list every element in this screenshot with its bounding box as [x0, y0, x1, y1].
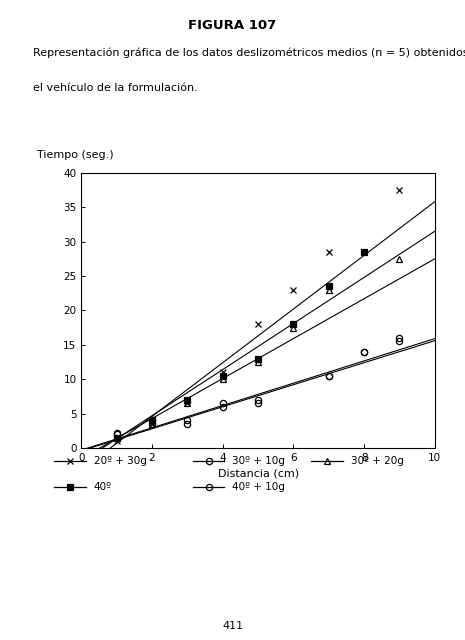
Text: Representación gráfica de los datos deslizométricos medios (n = 5) obtenidos en: Representación gráfica de los datos desl…: [33, 48, 465, 58]
Text: 40º: 40º: [94, 482, 112, 492]
Text: 40º + 10g: 40º + 10g: [232, 482, 285, 492]
Text: FIGURA 107: FIGURA 107: [188, 19, 277, 32]
X-axis label: Distancia (cm): Distancia (cm): [218, 468, 299, 479]
Text: el vehículo de la formulación.: el vehículo de la formulación.: [33, 83, 197, 93]
Text: Tiempo (seg.): Tiempo (seg.): [37, 150, 114, 161]
Text: 20º + 30g: 20º + 30g: [94, 456, 147, 466]
Text: 411: 411: [222, 621, 243, 630]
Text: 30º + 10g: 30º + 10g: [232, 456, 285, 466]
Text: 30º + 20g: 30º + 20g: [351, 456, 404, 466]
